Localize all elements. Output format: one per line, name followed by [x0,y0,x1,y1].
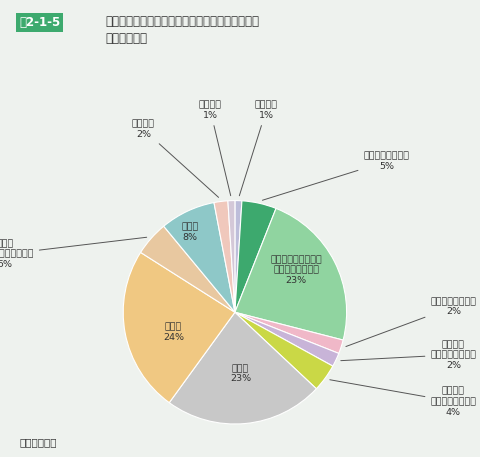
Text: 農耕地（水田・畑）
／緑の多い住宅地
23%: 農耕地（水田・畑） ／緑の多い住宅地 23% [270,255,322,285]
Text: 二次草原
（背の低い草原）
2%: 二次草原 （背の低い草原） 2% [340,340,475,370]
Wedge shape [169,312,316,424]
Text: 植林地
23%: 植林地 23% [229,364,251,383]
Wedge shape [234,201,276,312]
Text: 自然裸地
1%: 自然裸地 1% [198,101,230,196]
Text: 図2-1-5: 図2-1-5 [19,16,60,29]
Text: 自然林
8%: 自然林 8% [181,222,198,242]
Text: 資料：環境省: 資料：環境省 [19,437,57,447]
Text: 二次草原
（背の高い草原）
4%: 二次草原 （背の高い草原） 4% [329,380,475,416]
Wedge shape [234,208,346,340]
Wedge shape [214,201,234,312]
Wedge shape [140,226,234,312]
Wedge shape [228,201,234,312]
Wedge shape [123,252,234,403]
Wedge shape [163,202,234,312]
Text: 自然草原
2%: 自然草原 2% [132,120,218,197]
Text: 二次林
24%: 二次林 24% [163,323,183,342]
Wedge shape [234,312,342,353]
Text: 開放水域
1%: 開放水域 1% [239,101,277,196]
Text: 二次林
（自然林に近いもの）
5%: 二次林 （自然林に近いもの） 5% [0,237,146,269]
Wedge shape [234,201,241,312]
Text: 農耕地（樹園地）
2%: 農耕地（樹園地） 2% [345,297,475,346]
Text: 絶滅危惧種分布データの植生自然度区分別記録割: 絶滅危惧種分布データの植生自然度区分別記録割 [106,15,259,27]
Text: 市街地・造成地等
5%: 市街地・造成地等 5% [262,152,408,200]
Wedge shape [234,312,338,366]
Text: 合（昆虫類）: 合（昆虫類） [106,32,147,45]
Wedge shape [234,312,332,389]
